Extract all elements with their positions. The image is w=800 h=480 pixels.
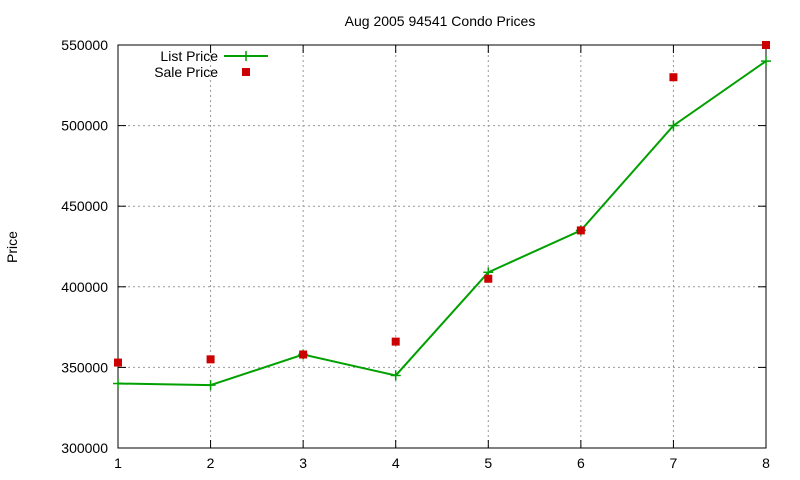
legend-marker-square [242,68,250,76]
axis-ticks: 300000 350000 400000 450000 500000 550000 1 2 3 4… [61,37,770,471]
y-tick-label: 400000 [61,279,108,295]
sale-price-point [669,73,678,82]
legend-label: Sale Price [154,64,218,80]
y-tick-label: 350000 [61,359,108,375]
plot-frame [117,44,767,449]
y-tick-label: 450000 [61,198,108,214]
y-axis-label: Price [4,231,20,263]
sale-price-point [391,337,400,346]
sale-price-point [114,358,122,367]
list-price-point [668,120,679,131]
list-price-point [390,370,401,381]
chart-title: Aug 2005 94541 Condo Prices [345,13,536,29]
x-tick-label: 1 [114,455,122,471]
x-tick-label: 5 [484,455,492,471]
x-tick-label: 6 [577,455,585,471]
list-price-point [761,56,771,67]
sale-price-point [762,41,770,49]
series-line-list-price [117,60,767,387]
legend-marker-plus [241,51,251,61]
sale-price-point [484,274,493,283]
y-tick-label: 300000 [61,440,108,456]
y-tick-label: 500000 [61,118,108,134]
grid [118,45,766,448]
x-tick-label: 4 [392,455,400,471]
x-tick-label: 7 [670,455,678,471]
y-tick-label: 550000 [61,37,108,53]
list-price-point [205,380,216,391]
x-tick-label: 8 [762,455,770,471]
sale-price-point [299,350,308,359]
x-tick-label: 2 [207,455,215,471]
list-price-point [113,378,123,389]
x-tick-label: 3 [299,455,307,471]
sale-price-point [576,226,585,235]
legend-label: List Price [160,48,218,64]
sale-price-point [206,355,215,364]
series-layer [113,41,771,391]
